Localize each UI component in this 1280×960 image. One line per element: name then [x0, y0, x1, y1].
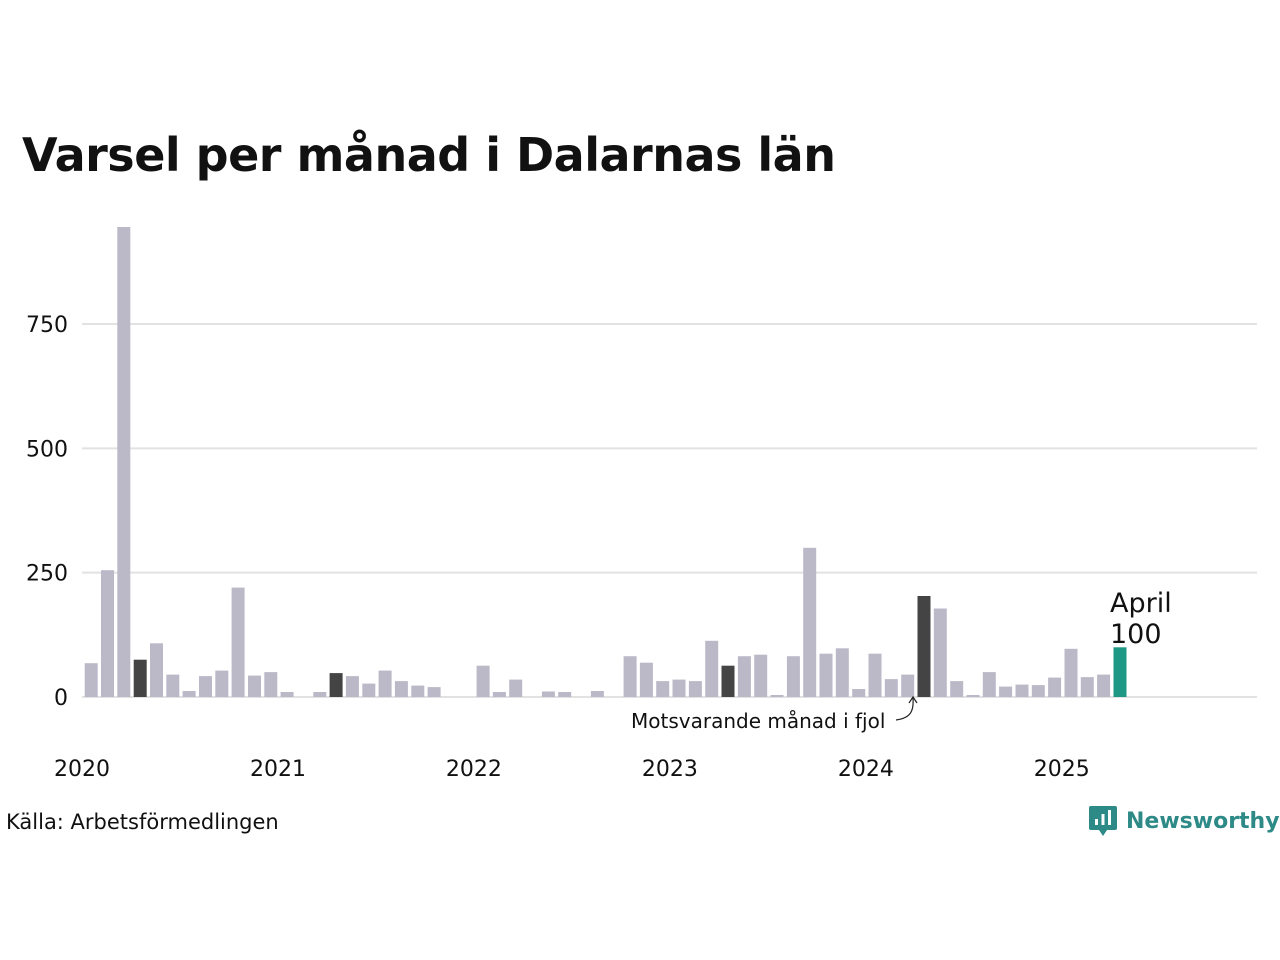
annotation-arrow	[895, 697, 914, 721]
bar-2024-12	[1048, 677, 1062, 697]
last-year-annotation: Motsvarande månad i fjol	[631, 709, 885, 733]
x-tick-label: 2023	[642, 757, 698, 782]
bar-2023-05	[737, 656, 751, 697]
bar-2020-08	[199, 676, 212, 697]
bar-2022-06	[558, 692, 572, 697]
bar-2021-01	[280, 692, 294, 697]
bar-2023-04	[721, 665, 735, 697]
bar-2023-06	[754, 654, 768, 697]
bar-2025-02	[1080, 677, 1094, 697]
bar-2024-06	[950, 681, 964, 697]
brand-name: Newsworthy	[1126, 808, 1280, 834]
bar-2021-04	[329, 673, 343, 697]
bar-2021-09	[411, 685, 425, 697]
current-month-label: April	[1110, 588, 1172, 619]
bar-2020-12	[264, 672, 278, 697]
bar-2020-04	[133, 659, 147, 697]
y-axis-ticks: 0 250 500 750	[26, 313, 68, 711]
y-tick-label: 500	[26, 437, 68, 462]
bar-2023-08	[786, 656, 800, 697]
bar-2023-07	[770, 695, 784, 697]
bar-2024-07	[966, 695, 980, 697]
bar-2024-02	[884, 679, 898, 697]
arrow-head-icon	[908, 695, 918, 704]
bar-2023-11	[835, 648, 849, 697]
bar-2020-07	[182, 691, 196, 697]
bar-2020-03	[117, 227, 131, 697]
bar-2021-10	[427, 687, 441, 697]
bar-2021-07	[378, 670, 392, 697]
source-credit: Källa: Arbetsförmedlingen	[6, 810, 279, 834]
bar-2024-04	[917, 596, 931, 697]
bar-2021-06	[362, 683, 376, 697]
bar-2022-03	[509, 679, 523, 697]
bar-2025-04	[1113, 647, 1127, 697]
x-tick-label: 2024	[838, 757, 894, 782]
bar-2020-02	[101, 570, 114, 697]
bar-2021-05	[345, 676, 359, 697]
bar-2022-12	[656, 681, 670, 697]
bars	[84, 227, 1127, 697]
bar-2023-02	[688, 681, 702, 697]
bar-2023-10	[819, 653, 833, 697]
bar-2024-05	[933, 608, 947, 697]
bar-2023-09	[803, 547, 817, 697]
grid-lines	[82, 322, 1257, 698]
bar-2024-03	[901, 674, 915, 697]
brand[interactable]: Newsworthy	[1088, 804, 1280, 838]
bar-2020-05	[150, 643, 163, 697]
bar-2025-03	[1097, 674, 1111, 697]
x-tick-label: 2021	[250, 757, 306, 782]
bar-2025-01	[1064, 648, 1078, 697]
bar-2022-08	[590, 691, 604, 697]
bar-2024-09	[999, 686, 1013, 697]
bar-2020-06	[166, 674, 180, 697]
bar-2022-02	[492, 692, 506, 697]
bar-2020-09	[215, 670, 229, 697]
bar-2021-08	[394, 681, 408, 697]
bar-2024-11	[1031, 685, 1045, 697]
bar-2023-12	[852, 689, 866, 697]
bar-2022-11	[639, 662, 653, 697]
x-tick-label: 2020	[54, 757, 110, 782]
bar-2024-08	[982, 672, 996, 697]
y-tick-label: 250	[26, 562, 68, 587]
y-tick-label: 750	[26, 313, 68, 338]
newsworthy-logo-icon	[1089, 806, 1117, 836]
x-axis-ticks: 2020 2021 2022 2023 2024 2025	[54, 757, 1090, 782]
current-value-label: 100	[1110, 619, 1162, 650]
bar-2024-10	[1015, 684, 1029, 697]
y-tick-label: 0	[54, 686, 68, 711]
bar-2020-01	[84, 663, 98, 697]
bar-2023-03	[705, 640, 719, 697]
x-tick-label: 2022	[446, 757, 502, 782]
chart-title: Varsel per månad i Dalarnas län	[22, 128, 836, 182]
bar-2020-10	[231, 587, 245, 697]
bar-2020-11	[248, 675, 261, 697]
bar-2023-01	[672, 679, 686, 697]
bar-2022-05	[541, 691, 555, 697]
bar-2021-03	[313, 692, 327, 697]
x-tick-label: 2025	[1034, 757, 1090, 782]
bar-2024-01	[868, 653, 882, 697]
bar-2022-10	[623, 656, 637, 697]
bar-2022-01	[476, 665, 490, 697]
